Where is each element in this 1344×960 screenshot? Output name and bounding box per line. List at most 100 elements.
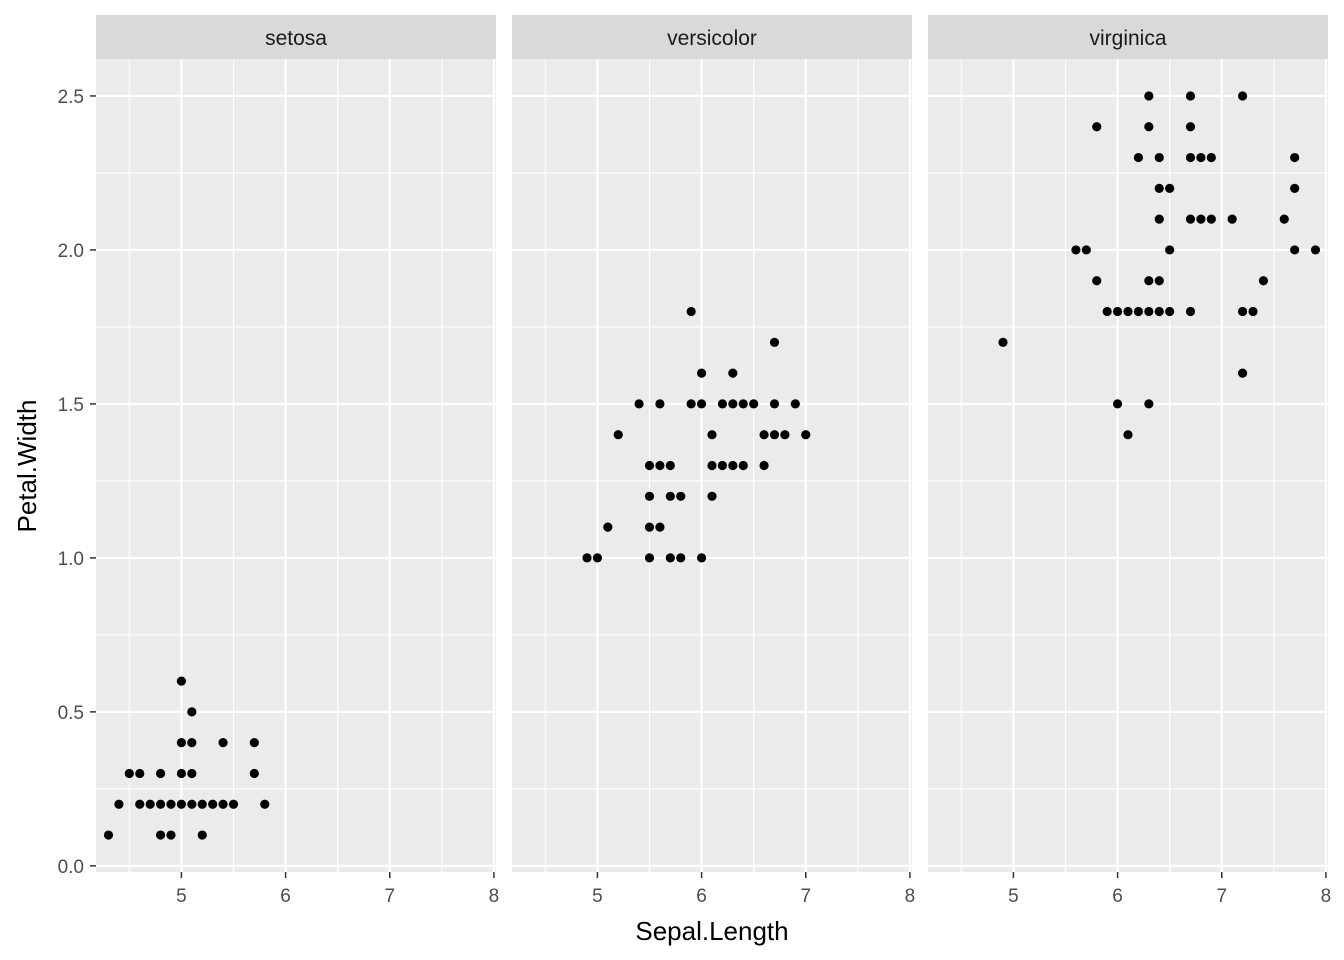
facet-strip-label: setosa: [265, 27, 327, 50]
data-point: [1123, 430, 1133, 440]
data-point: [769, 430, 780, 440]
x-tick-label: 8: [489, 886, 500, 907]
data-point: [801, 430, 811, 440]
data-point: [103, 830, 114, 840]
x-axis-title: Sepal.Length: [635, 916, 788, 946]
facet-strip-label: versicolor: [667, 27, 757, 50]
data-point: [717, 460, 728, 471]
x-tick-label: 5: [176, 886, 187, 907]
facet-strip: [96, 15, 496, 59]
data-point: [1133, 152, 1144, 163]
facet-panel-setosa: setosa: [96, 15, 496, 872]
data-point: [197, 830, 207, 840]
data-point: [1154, 306, 1164, 317]
data-point: [166, 799, 176, 809]
data-point: [1144, 306, 1154, 317]
data-point: [707, 491, 717, 501]
data-point: [176, 799, 187, 809]
data-point: [1081, 245, 1091, 255]
data-point: [686, 306, 696, 317]
facet-strip: [512, 15, 912, 59]
panel-background: [928, 59, 1328, 872]
data-point: [1144, 276, 1154, 286]
data-point: [176, 676, 187, 686]
data-point: [1092, 122, 1102, 132]
data-point: [176, 738, 187, 748]
data-point: [592, 553, 603, 563]
data-point: [998, 337, 1008, 347]
data-point: [1185, 214, 1196, 224]
data-point: [634, 399, 644, 409]
data-point: [1227, 214, 1237, 224]
data-point: [1196, 214, 1206, 224]
x-tick-label: 5: [1008, 886, 1019, 907]
data-point: [1185, 152, 1196, 163]
data-point: [613, 430, 623, 440]
data-point: [1290, 245, 1300, 255]
data-point: [1237, 368, 1248, 378]
data-point: [228, 799, 239, 809]
data-point: [759, 430, 769, 440]
data-point: [260, 799, 270, 809]
panel-background: [96, 59, 496, 872]
data-point: [696, 553, 707, 563]
data-point: [676, 553, 686, 563]
data-point: [218, 799, 228, 809]
data-point: [166, 830, 176, 840]
data-point: [249, 768, 259, 779]
data-point: [176, 768, 187, 779]
x-tick-label: 8: [905, 886, 916, 907]
data-point: [707, 430, 717, 440]
data-point: [655, 399, 665, 409]
data-point: [135, 799, 145, 809]
data-point: [1112, 306, 1123, 317]
data-point: [728, 399, 738, 409]
data-point: [124, 768, 134, 779]
x-tick-label: 7: [1216, 886, 1227, 907]
data-point: [1279, 214, 1289, 224]
data-point: [1165, 306, 1175, 317]
data-point: [603, 522, 613, 532]
data-point: [655, 522, 665, 532]
data-point: [790, 399, 800, 409]
data-point: [135, 768, 145, 779]
panels-layer: setosa versicolor virginica: [96, 15, 1328, 872]
data-point: [1154, 152, 1164, 163]
data-point: [1133, 306, 1144, 317]
x-tick-label: 6: [1112, 886, 1123, 907]
data-point: [155, 830, 166, 840]
data-point: [1237, 91, 1248, 101]
data-point: [1248, 306, 1258, 317]
y-tick-label: 1.5: [58, 395, 84, 416]
y-tick-label: 1.0: [58, 549, 84, 570]
data-point: [582, 553, 592, 563]
x-tick-label: 7: [800, 886, 811, 907]
data-point: [1154, 276, 1164, 286]
data-point: [1310, 245, 1321, 255]
data-point: [1185, 306, 1196, 317]
x-tick-label: 7: [384, 886, 395, 907]
facet-panel-virginica: virginica: [928, 15, 1328, 872]
data-point: [1154, 214, 1164, 224]
data-point: [749, 399, 759, 409]
data-point: [1112, 399, 1123, 409]
facet-panel-versicolor: versicolor: [512, 15, 912, 872]
data-point: [249, 738, 259, 748]
data-point: [1144, 399, 1154, 409]
data-point: [665, 460, 675, 471]
data-point: [1290, 152, 1300, 163]
data-point: [1092, 276, 1102, 286]
data-point: [665, 491, 675, 501]
data-point: [728, 460, 738, 471]
facet-strip-label: virginica: [1089, 27, 1166, 50]
data-point: [197, 799, 207, 809]
data-point: [717, 399, 728, 409]
y-tick-label: 0.5: [58, 703, 84, 724]
data-point: [676, 491, 686, 501]
data-point: [696, 399, 707, 409]
data-point: [644, 460, 655, 471]
data-point: [1206, 214, 1216, 224]
data-point: [1071, 245, 1081, 255]
data-point: [644, 553, 655, 563]
